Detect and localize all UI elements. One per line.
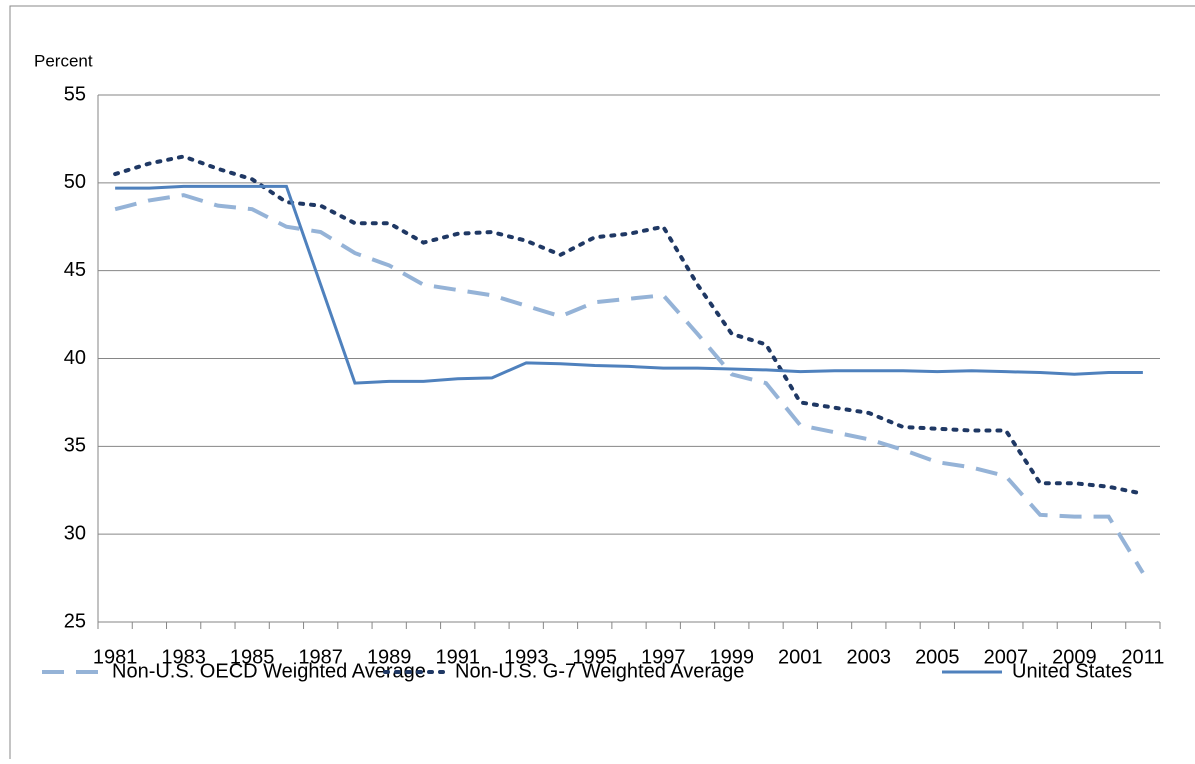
series-line — [115, 184, 1143, 385]
x-tick-label: 1987 — [298, 646, 343, 668]
series-line — [113, 154, 1145, 496]
chart-border — [9, 5, 1195, 759]
x-tick-label: 1985 — [230, 646, 275, 668]
x-tick-label: 1997 — [641, 646, 686, 668]
y-tick-label: 30 — [64, 522, 86, 544]
y-tick-label: 35 — [64, 435, 86, 457]
y-tick-label: 55 — [64, 83, 86, 105]
legend-label: Non-U.S. G-7 Weighted Average — [455, 660, 744, 682]
y-axis-label: Percent — [34, 51, 93, 70]
x-tick-label: 2001 — [778, 646, 823, 668]
legend-label: United States — [1012, 660, 1132, 682]
y-tick-label: 50 — [64, 171, 86, 193]
y-tick-label: 40 — [64, 347, 86, 369]
x-tick-label: 1995 — [572, 646, 617, 668]
series-line — [114, 193, 1145, 574]
x-tick-label: 2003 — [847, 646, 892, 668]
x-tick-label: 1989 — [367, 646, 412, 668]
x-tick-label: 2007 — [984, 646, 1029, 668]
x-tick-label: 2009 — [1052, 646, 1097, 668]
y-tick-label: 25 — [64, 610, 86, 632]
x-tick-label: 1993 — [504, 646, 549, 668]
legend-label: Non-U.S. OECD Weighted Average — [112, 660, 426, 682]
x-tick-label: 1999 — [710, 646, 755, 668]
x-tick-label: 1983 — [161, 646, 206, 668]
x-tick-label: 2005 — [915, 646, 960, 668]
x-tick-label: 2011 — [1121, 646, 1164, 668]
y-tick-label: 45 — [64, 259, 86, 281]
x-tick-label: 1991 — [435, 646, 480, 668]
x-tick-label: 1981 — [93, 646, 138, 668]
